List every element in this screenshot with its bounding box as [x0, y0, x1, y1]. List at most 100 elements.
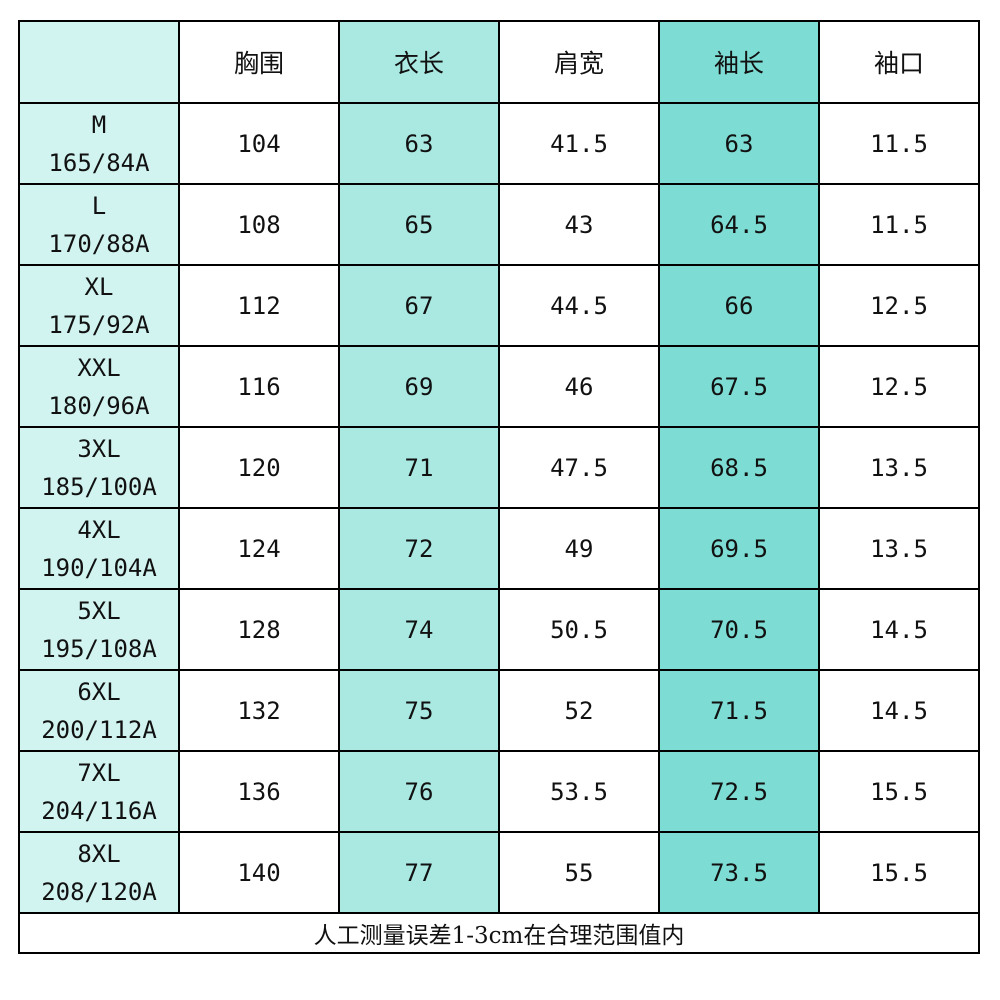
cell-length: 65: [338, 183, 500, 266]
cell-cuff: 15.5: [818, 750, 980, 833]
cell-chest: 128: [178, 588, 340, 671]
cell-size: 8XL 208/120A: [18, 831, 180, 914]
header-sleeve: 袖长: [658, 20, 820, 104]
size-spec: 175/92A: [48, 310, 150, 339]
cell-sleeve: 66: [658, 264, 820, 347]
cell-cuff: 12.5: [818, 264, 980, 347]
size-code: 6XL: [77, 677, 121, 706]
header-size: [18, 20, 180, 104]
size-spec: 170/88A: [48, 229, 150, 258]
cell-size: L 170/88A: [18, 183, 180, 266]
table-row: 7XL 204/116A 136 76 53.5 72.5 15.5: [18, 750, 980, 833]
cell-shoulder: 50.5: [498, 588, 660, 671]
size-spec: 185/100A: [41, 472, 157, 501]
cell-cuff: 13.5: [818, 507, 980, 590]
cell-chest: 140: [178, 831, 340, 914]
size-code: M: [91, 110, 107, 139]
table-row: 8XL 208/120A 140 77 55 73.5 15.5: [18, 831, 980, 914]
size-spec: 200/112A: [41, 715, 157, 744]
size-spec: 195/108A: [41, 634, 157, 663]
table-body: M 165/84A 104 63 41.5 63 11.5 L 170/88A 108 65 43 64…: [18, 102, 980, 914]
cell-chest: 104: [178, 102, 340, 185]
cell-size: 4XL 190/104A: [18, 507, 180, 590]
size-spec: 165/84A: [48, 148, 150, 177]
size-code: 4XL: [77, 515, 121, 544]
header-chest: 胸围: [178, 20, 340, 104]
table-row: 3XL 185/100A 120 71 47.5 68.5 13.5: [18, 426, 980, 509]
header-row: 胸围 衣长 肩宽 袖长 袖口: [18, 20, 980, 104]
cell-cuff: 13.5: [818, 426, 980, 509]
table-row: M 165/84A 104 63 41.5 63 11.5: [18, 102, 980, 185]
cell-cuff: 11.5: [818, 183, 980, 266]
table-row: 5XL 195/108A 128 74 50.5 70.5 14.5: [18, 588, 980, 671]
cell-length: 75: [338, 669, 500, 752]
cell-size: XXL 180/96A: [18, 345, 180, 428]
size-code: XL: [84, 272, 114, 301]
table-header: 胸围 衣长 肩宽 袖长 袖口: [18, 20, 980, 104]
cell-cuff: 15.5: [818, 831, 980, 914]
cell-shoulder: 43: [498, 183, 660, 266]
cell-shoulder: 55: [498, 831, 660, 914]
size-code: 5XL: [77, 596, 121, 625]
cell-chest: 112: [178, 264, 340, 347]
cell-size: XL 175/92A: [18, 264, 180, 347]
cell-shoulder: 44.5: [498, 264, 660, 347]
cell-chest: 132: [178, 669, 340, 752]
cell-chest: 108: [178, 183, 340, 266]
cell-length: 67: [338, 264, 500, 347]
size-code: 3XL: [77, 434, 121, 463]
footer-note: 人工测量误差1-3cm在合理范围值内: [18, 912, 980, 954]
table-row: L 170/88A 108 65 43 64.5 11.5: [18, 183, 980, 266]
cell-sleeve: 70.5: [658, 588, 820, 671]
cell-length: 72: [338, 507, 500, 590]
header-cuff: 袖口: [818, 20, 980, 104]
cell-sleeve: 71.5: [658, 669, 820, 752]
cell-length: 69: [338, 345, 500, 428]
cell-shoulder: 53.5: [498, 750, 660, 833]
size-code: 7XL: [77, 758, 121, 787]
cell-sleeve: 64.5: [658, 183, 820, 266]
cell-length: 71: [338, 426, 500, 509]
cell-sleeve: 68.5: [658, 426, 820, 509]
table-row: XL 175/92A 112 67 44.5 66 12.5: [18, 264, 980, 347]
size-spec: 204/116A: [41, 796, 157, 825]
cell-shoulder: 47.5: [498, 426, 660, 509]
cell-cuff: 14.5: [818, 588, 980, 671]
table-footer: 人工测量误差1-3cm在合理范围值内: [18, 912, 980, 954]
cell-sleeve: 72.5: [658, 750, 820, 833]
header-shoulder: 肩宽: [498, 20, 660, 104]
cell-cuff: 12.5: [818, 345, 980, 428]
cell-shoulder: 46: [498, 345, 660, 428]
size-spec: 190/104A: [41, 553, 157, 582]
cell-chest: 120: [178, 426, 340, 509]
cell-length: 63: [338, 102, 500, 185]
footer-row: 人工测量误差1-3cm在合理范围值内: [18, 912, 980, 954]
cell-length: 76: [338, 750, 500, 833]
cell-shoulder: 49: [498, 507, 660, 590]
size-code: L: [91, 191, 107, 220]
cell-size: 3XL 185/100A: [18, 426, 180, 509]
size-code: 8XL: [77, 839, 121, 868]
cell-cuff: 11.5: [818, 102, 980, 185]
cell-sleeve: 73.5: [658, 831, 820, 914]
cell-length: 74: [338, 588, 500, 671]
header-length: 衣长: [338, 20, 500, 104]
table-row: XXL 180/96A 116 69 46 67.5 12.5: [18, 345, 980, 428]
cell-size: 6XL 200/112A: [18, 669, 180, 752]
cell-length: 77: [338, 831, 500, 914]
size-spec: 208/120A: [41, 877, 157, 906]
table-row: 4XL 190/104A 124 72 49 69.5 13.5: [18, 507, 980, 590]
cell-sleeve: 63: [658, 102, 820, 185]
cell-chest: 136: [178, 750, 340, 833]
cell-sleeve: 69.5: [658, 507, 820, 590]
size-chart-table: 胸围 衣长 肩宽 袖长 袖口 M 165/84A 104 63 41.5 63 11.5 L 1…: [18, 20, 980, 954]
cell-size: M 165/84A: [18, 102, 180, 185]
cell-chest: 124: [178, 507, 340, 590]
cell-chest: 116: [178, 345, 340, 428]
size-spec: 180/96A: [48, 391, 150, 420]
cell-cuff: 14.5: [818, 669, 980, 752]
table-row: 6XL 200/112A 132 75 52 71.5 14.5: [18, 669, 980, 752]
cell-size: 7XL 204/116A: [18, 750, 180, 833]
size-code: XXL: [77, 353, 121, 382]
cell-size: 5XL 195/108A: [18, 588, 180, 671]
